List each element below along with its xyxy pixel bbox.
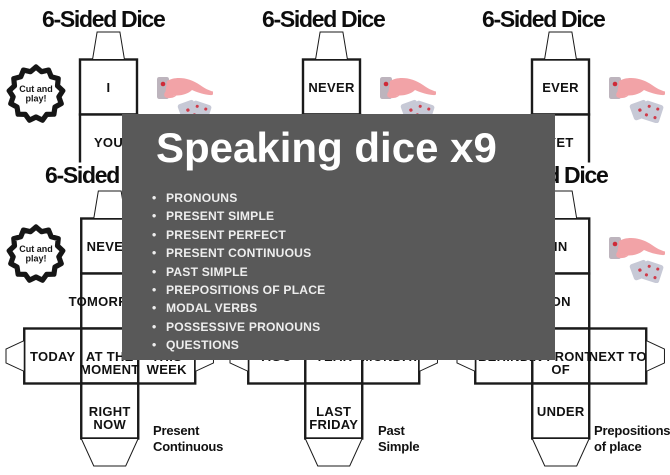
svg-text:TODAY: TODAY	[30, 348, 76, 363]
svg-text:EVER: EVER	[542, 79, 579, 94]
svg-text:UNDER: UNDER	[537, 403, 585, 418]
svg-text:YOU: YOU	[94, 134, 123, 149]
svg-text:NEXT TO: NEXT TO	[588, 348, 646, 363]
svg-text:NEVER: NEVER	[308, 79, 355, 94]
svg-text:IN: IN	[554, 238, 568, 253]
svg-text:I: I	[107, 79, 111, 94]
